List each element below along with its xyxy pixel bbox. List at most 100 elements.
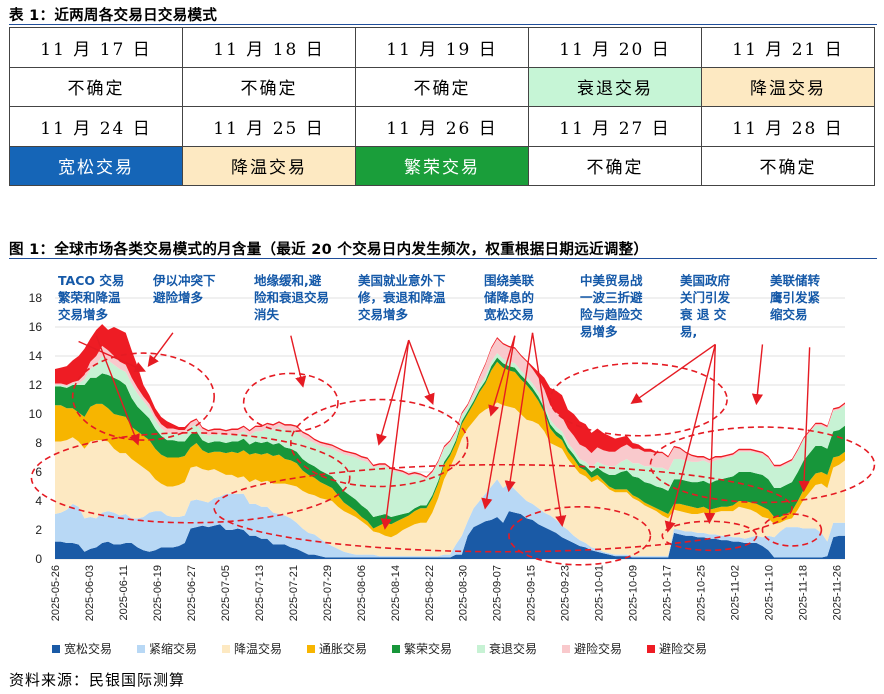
y-tick-label: 16 [29, 320, 43, 334]
x-tick-label: 2025-08-06 [356, 565, 368, 621]
y-axis-tick-labels: 0 2 4 6 8 10 12 14 16 18 [29, 291, 43, 566]
x-tick-label: 2025-07-21 [288, 565, 300, 621]
x-tick-label: 2025-11-18 [798, 565, 810, 620]
legend-item: 降温交易 [222, 641, 282, 656]
legend-swatch [647, 645, 655, 653]
annotation-line: 美国政府 [680, 273, 731, 288]
x-tick-label: 2025-10-25 [696, 565, 708, 621]
annotation-line: 宽松交易 [483, 307, 534, 322]
date-row: 11 月 24 日 11 月 25 日 11 月 26 日 11 月 27 日 11 月… [9, 106, 875, 147]
x-tick-label: 2025-09-23 [560, 565, 572, 621]
legend-swatch [137, 645, 145, 653]
annotation-line: 围绕美联 [484, 273, 535, 288]
legend-item: 通胀交易 [307, 641, 367, 656]
y-tick-label: 8 [35, 436, 42, 450]
date-cell: 11 月 24 日 [9, 106, 183, 147]
annotation-line: 险和衰退交易 [254, 290, 329, 305]
legend-swatch [222, 645, 230, 653]
area-series-1 [55, 479, 845, 558]
x-tick-label: 2025-07-05 [220, 565, 232, 621]
annotation-line: 缩交易 [770, 307, 808, 322]
date-cell: 11 月 18 日 [182, 27, 356, 68]
date-cell: 11 月 27 日 [528, 106, 702, 147]
annotation-line: 一波三折避 [580, 290, 643, 305]
x-tick-label: 2025-08-30 [458, 565, 470, 621]
annotation-arrow [481, 335, 516, 510]
x-tick-label: 2025-07-29 [322, 565, 334, 621]
y-tick-label: 10 [29, 407, 43, 421]
area-series [55, 324, 845, 559]
annotation-text: 伊以冲突下避险增多 [152, 273, 216, 305]
legend-item: 宽松交易 [52, 641, 112, 656]
annotation-arrow [798, 347, 811, 493]
mode-cell: 宽松交易 [9, 145, 183, 186]
date-cell: 11 月 28 日 [701, 106, 875, 147]
annotation-arrow [376, 339, 410, 446]
annotation-arrow [78, 340, 146, 373]
highlight-ellipse [290, 398, 469, 488]
y-tick-label: 0 [35, 552, 42, 566]
mode-cell: 降温交易 [182, 145, 356, 186]
highlight-ellipse [761, 513, 823, 547]
date-cell: 11 月 20 日 [528, 27, 702, 68]
y-tick-label: 2 [35, 523, 42, 537]
date-cell: 11 月 17 日 [9, 27, 183, 68]
legend-label: 紧缩交易 [149, 641, 197, 656]
legend-swatch [392, 645, 400, 653]
legend: 宽松交易 紧缩交易 降温交易 通胀交易 繁荣交易 衰退交易 避险交易 避险交易 [52, 641, 707, 656]
legend-swatch [307, 645, 315, 653]
legend-label: 通胀交易 [319, 641, 367, 656]
date-cell: 11 月 19 日 [355, 27, 529, 68]
annotation-text: 美国政府关门引发衰 退 交易, [679, 273, 731, 339]
annotation-line: 美国就业意外下 [358, 273, 446, 288]
annotation-arrow [664, 344, 716, 533]
date-cell: 11 月 25 日 [182, 106, 356, 147]
source-note: 资料来源：民银国际测算 [9, 671, 186, 689]
annotation-text: 中美贸易战一波三折避险与趋险交易增多 [580, 273, 643, 339]
x-tick-label: 2025-06-19 [152, 565, 164, 621]
x-tick-label: 2025-06-27 [186, 565, 198, 621]
highlight-ellipse [508, 505, 652, 566]
annotation-ellipses [30, 352, 876, 566]
annotation-text: 美国就业意外下修，衰退和降温交易增多 [357, 273, 446, 322]
highlight-ellipse [242, 372, 339, 433]
annotation-line: 修，衰退和降温 [357, 290, 446, 305]
annotation-line: 消失 [254, 307, 280, 322]
annotation-arrow [488, 335, 516, 417]
y-tick-label: 18 [29, 291, 43, 305]
y-tick-label: 4 [35, 494, 42, 508]
annotation-line: 储降息的 [483, 290, 534, 305]
annotation-arrow [531, 332, 567, 527]
annotation-arrows [78, 332, 811, 533]
mode-cell: 衰退交易 [528, 66, 702, 107]
x-tick-label: 2025-10-09 [628, 565, 640, 621]
area-series-2 [55, 402, 845, 557]
x-tick-label: 2025-08-14 [390, 565, 402, 621]
annotation-line: TACO 交易 [58, 273, 124, 288]
annotation-line: 交易增多 [58, 307, 109, 322]
legend-swatch [477, 645, 485, 653]
annotation-arrow [751, 344, 764, 406]
annotation-arrow [290, 335, 307, 388]
mode-cell: 繁荣交易 [355, 145, 529, 186]
annotation-arrow [95, 335, 140, 446]
figure-title: 图 1：全球市场各类交易模式的月含量（最近 20 个交易日内发生频次，权重根据日… [9, 242, 649, 258]
legend-item: 繁荣交易 [392, 641, 452, 656]
annotation-arrow [380, 339, 410, 530]
y-tick-label: 6 [35, 465, 42, 479]
x-tick-label: 2025-10-01 [594, 565, 606, 621]
legend-item: 避险交易 [562, 641, 622, 656]
x-tick-label: 2025-11-10 [764, 565, 776, 620]
highlight-ellipse [549, 362, 728, 437]
legend-label: 避险交易 [574, 641, 622, 656]
annotation-line: 美联储转 [770, 273, 821, 288]
annotation-line: 衰 退 交 [679, 307, 727, 322]
mode-cell: 不确定 [701, 145, 875, 186]
date-cell: 11 月 21 日 [701, 27, 875, 68]
y-tick-label: 14 [29, 349, 43, 363]
figure-title-rule [9, 258, 877, 259]
table-title: 表 1：近两周各交易日交易模式 [9, 8, 218, 24]
x-tick-label: 2025-06-11 [118, 565, 130, 620]
annotation-line: 交易增多 [358, 307, 409, 322]
annotation-arrow [504, 332, 534, 493]
